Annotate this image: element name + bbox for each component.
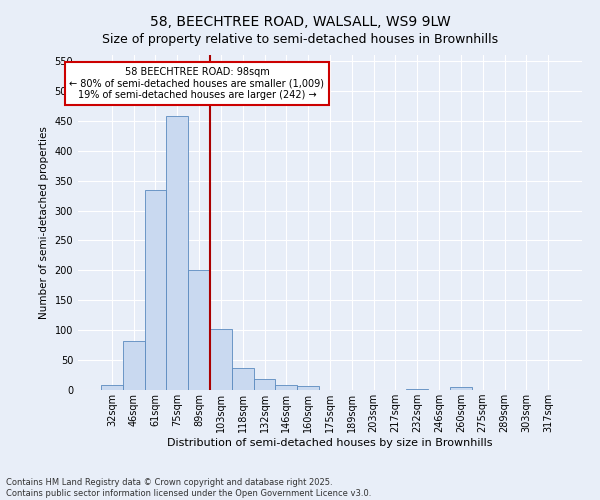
Bar [254, 378, 275, 390]
Bar [101, 385, 123, 390]
Bar [145, 190, 166, 390]
Text: 58, BEECHTREE ROAD, WALSALL, WS9 9LW: 58, BEECHTREE ROAD, WALSALL, WS9 9LW [149, 15, 451, 29]
Bar [406, 389, 428, 390]
Bar [166, 116, 188, 390]
Text: Contains HM Land Registry data © Crown copyright and database right 2025.
Contai: Contains HM Land Registry data © Crown c… [6, 478, 371, 498]
Bar [450, 387, 472, 390]
Bar [297, 386, 319, 390]
Bar [275, 385, 297, 390]
Bar [210, 329, 232, 390]
Text: Size of property relative to semi-detached houses in Brownhills: Size of property relative to semi-detach… [102, 32, 498, 46]
Bar [232, 368, 254, 390]
Text: 58 BEECHTREE ROAD: 98sqm
← 80% of semi-detached houses are smaller (1,009)
19% o: 58 BEECHTREE ROAD: 98sqm ← 80% of semi-d… [70, 67, 325, 100]
Bar [188, 270, 210, 390]
Y-axis label: Number of semi-detached properties: Number of semi-detached properties [39, 126, 49, 319]
X-axis label: Distribution of semi-detached houses by size in Brownhills: Distribution of semi-detached houses by … [167, 438, 493, 448]
Bar [123, 341, 145, 390]
